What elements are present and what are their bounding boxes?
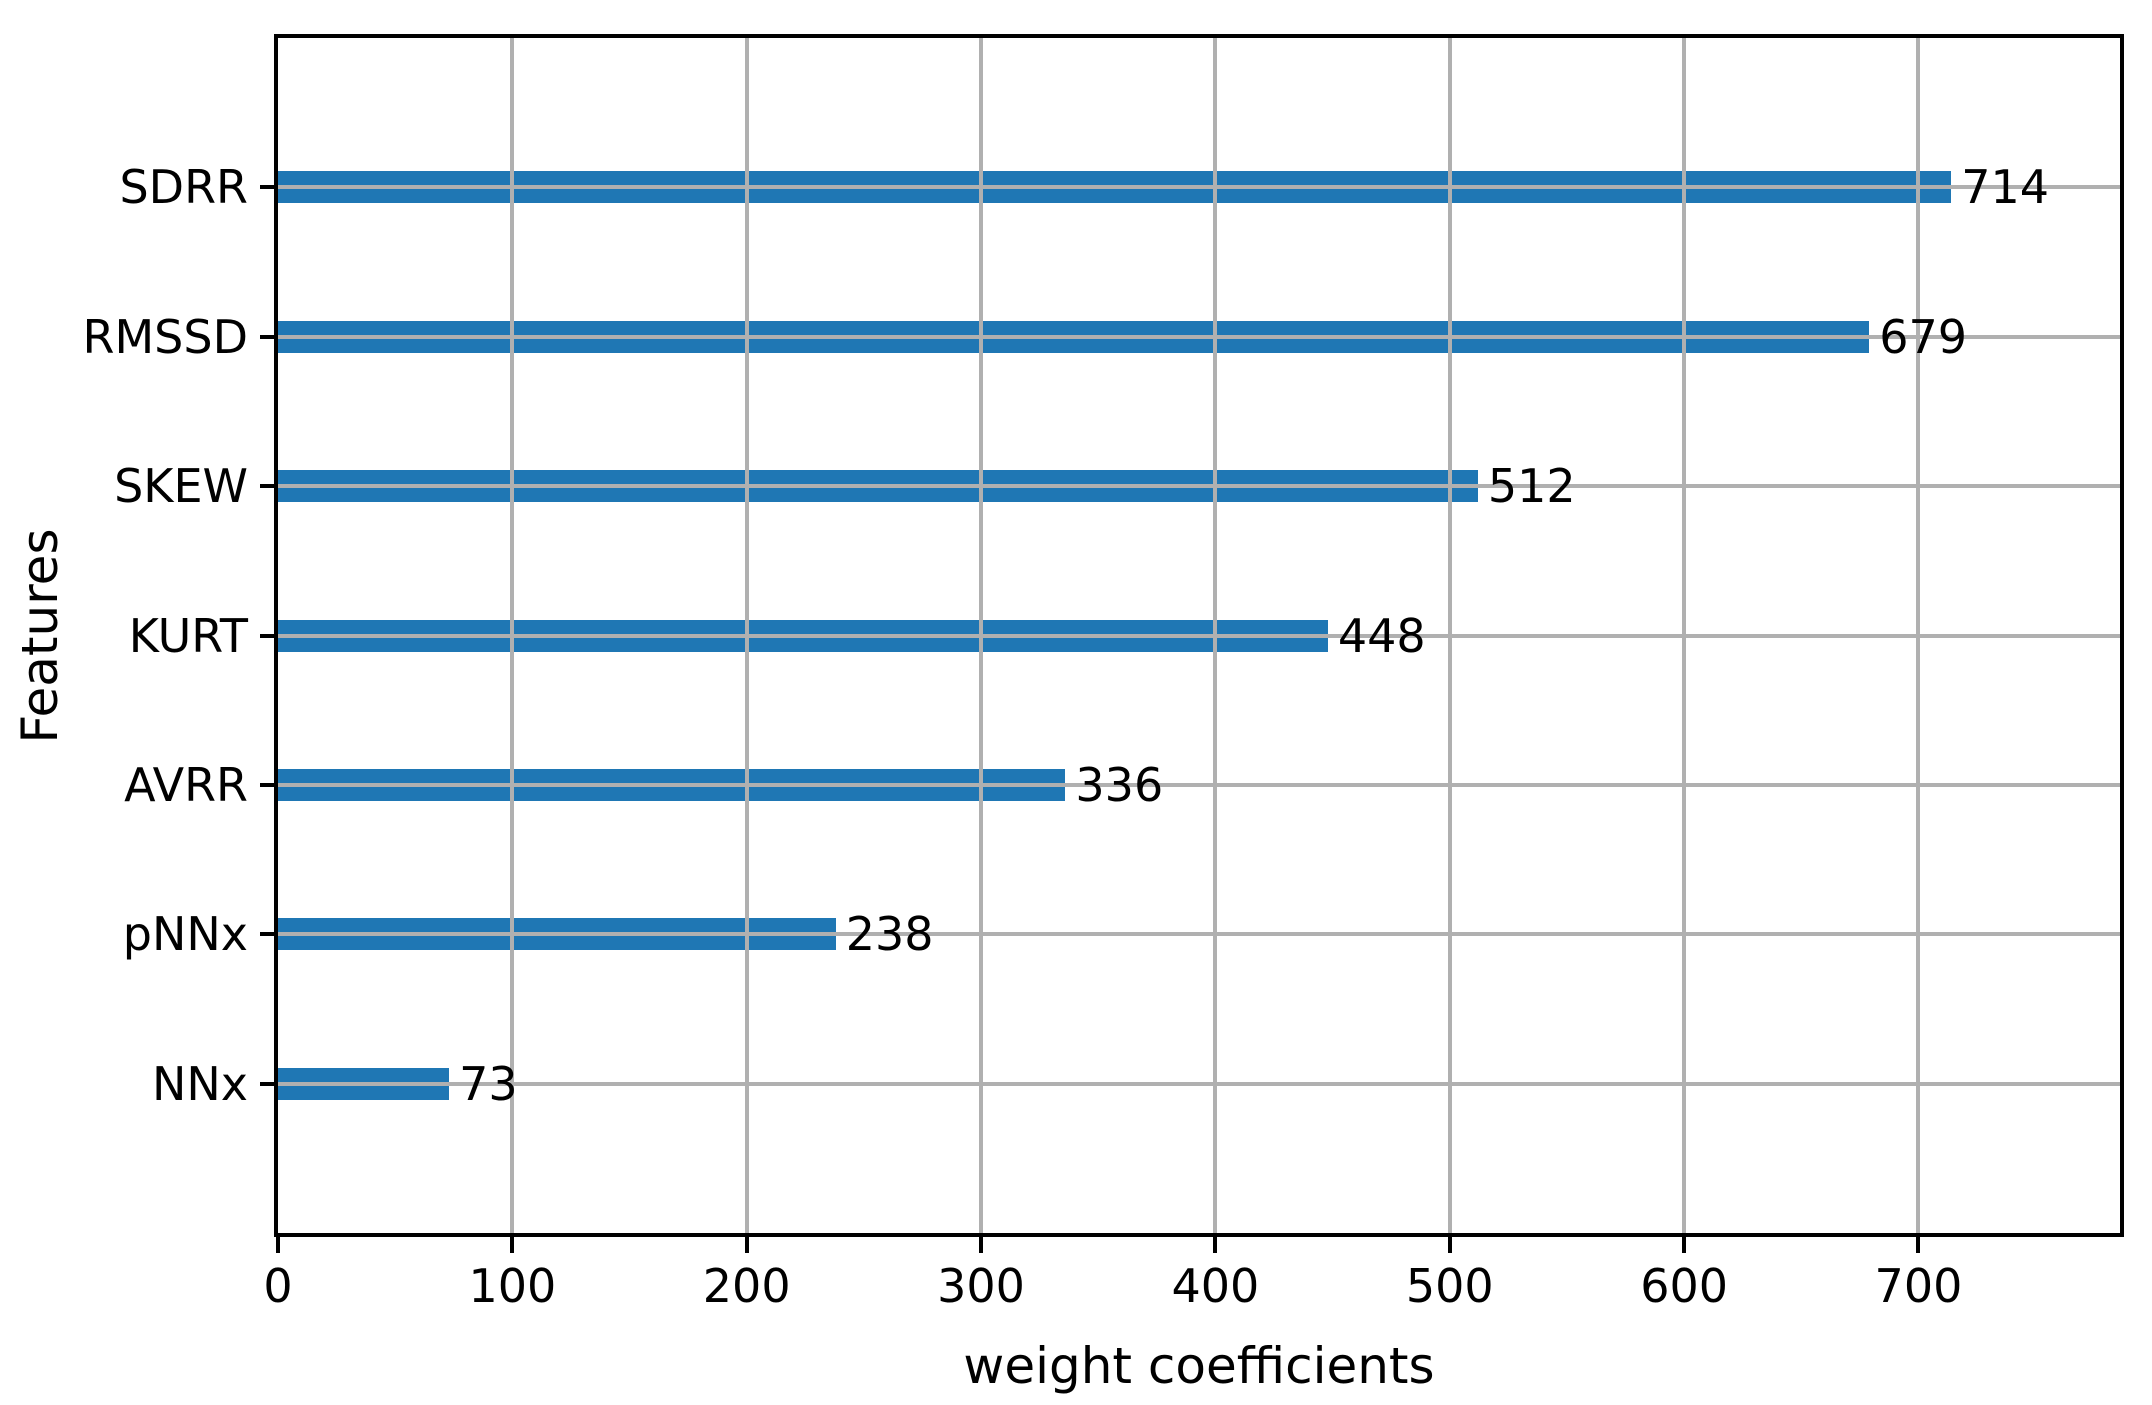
- x-tick-label-500: 500: [1405, 1259, 1494, 1313]
- y-tick-mark-SKEW: [260, 484, 278, 489]
- bar-value-label-AVRR: 336: [1075, 757, 1164, 812]
- gridline-horizontal-AVRR: [278, 782, 2120, 787]
- y-tick-label-SKEW: SKEW: [114, 459, 248, 514]
- x-tick-mark-700: [1916, 1233, 1921, 1253]
- bar-value-label-KURT: 448: [1337, 608, 1426, 663]
- x-tick-label-600: 600: [1640, 1259, 1728, 1313]
- x-tick-label-0: 0: [263, 1259, 293, 1313]
- gridline-horizontal-NNx: [278, 1081, 2120, 1086]
- bar-value-label-NNx: 73: [459, 1056, 518, 1111]
- y-tick-mark-RMSSD: [260, 334, 278, 339]
- x-tick-mark-200: [744, 1233, 749, 1253]
- x-tick-label-300: 300: [937, 1259, 1025, 1313]
- y-tick-label-pNNx: pNNx: [122, 907, 248, 962]
- gridline-horizontal-SKEW: [278, 484, 2120, 489]
- y-tick-label-NNx: NNx: [151, 1056, 248, 1111]
- y-tick-label-RMSSD: RMSSD: [82, 309, 248, 364]
- y-tick-mark-SDRR: [260, 185, 278, 190]
- gridline-horizontal-KURT: [278, 633, 2120, 638]
- x-tick-mark-600: [1682, 1233, 1687, 1253]
- bar-value-label-pNNx: 238: [845, 907, 934, 962]
- y-tick-mark-pNNx: [260, 932, 278, 937]
- y-tick-mark-KURT: [260, 633, 278, 638]
- x-tick-label-200: 200: [702, 1259, 791, 1313]
- plot-area: 714 679 512 448 336 238 73: [274, 34, 2124, 1237]
- x-tick-label-100: 100: [468, 1259, 557, 1313]
- x-tick-mark-300: [979, 1233, 984, 1253]
- bar-value-label-SDRR: 714: [1961, 160, 2050, 215]
- x-tick-mark-400: [1213, 1233, 1218, 1253]
- gridline-horizontal-RMSSD: [278, 334, 2120, 339]
- y-tick-mark-AVRR: [260, 782, 278, 787]
- x-tick-mark-500: [1447, 1233, 1452, 1253]
- gridline-horizontal-SDRR: [278, 185, 2120, 190]
- x-tick-mark-100: [510, 1233, 515, 1253]
- bar-value-label-RMSSD: 679: [1879, 309, 1968, 364]
- x-axis-title: weight coefficients: [963, 1337, 1435, 1395]
- x-tick-mark-0: [276, 1233, 280, 1253]
- y-tick-label-SDRR: SDRR: [119, 160, 248, 215]
- y-tick-label-KURT: KURT: [128, 608, 248, 663]
- y-tick-mark-NNx: [260, 1081, 278, 1086]
- x-tick-label-700: 700: [1874, 1259, 1963, 1313]
- bar-value-label-SKEW: 512: [1487, 459, 1576, 514]
- gridline-horizontal-pNNx: [278, 932, 2120, 937]
- y-tick-label-AVRR: AVRR: [124, 757, 248, 812]
- x-tick-label-400: 400: [1171, 1259, 1260, 1313]
